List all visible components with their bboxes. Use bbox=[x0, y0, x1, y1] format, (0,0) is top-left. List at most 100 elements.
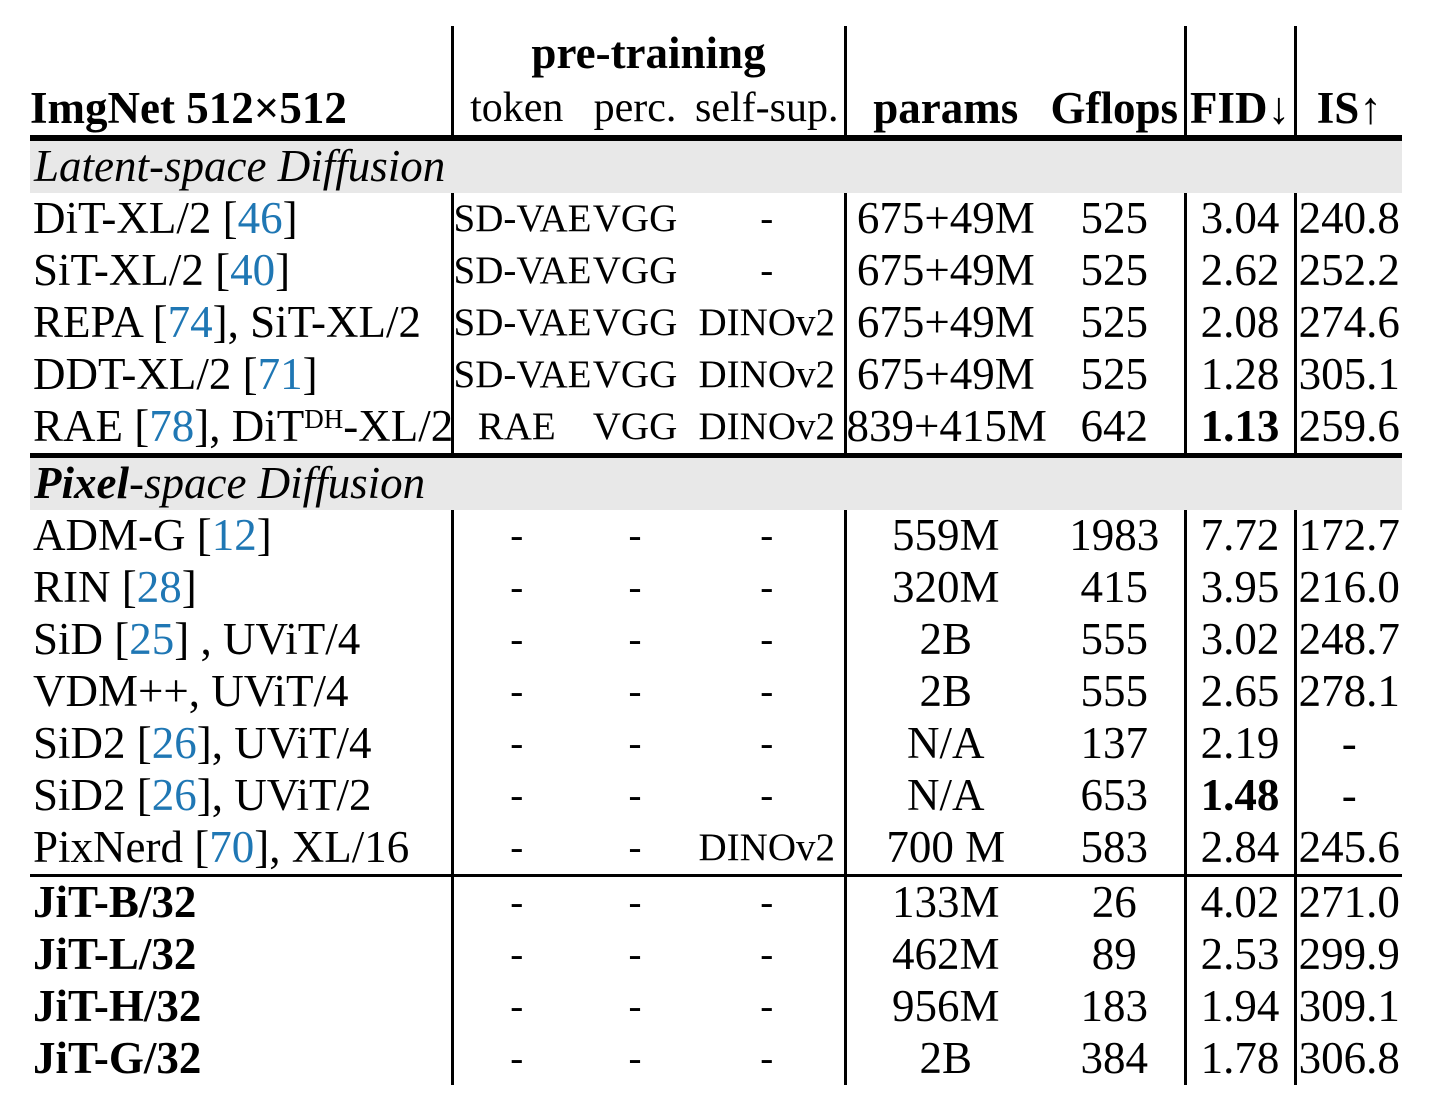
token-cell: RAE bbox=[450, 401, 580, 456]
token-cell: - bbox=[450, 510, 580, 562]
model-row: SiD [25] , UViT/4- - -2B 555 3.02 248.7 bbox=[30, 614, 1403, 666]
fid-cell: 7.72 bbox=[1183, 510, 1296, 562]
model-row: JiT-L/32 - - - 462M 89 2.53 299.9 bbox=[30, 929, 1403, 981]
selfsup-cell: - bbox=[760, 773, 774, 817]
is-cell: 172.7 bbox=[1293, 510, 1403, 562]
model-row: SiD2 [26], UViT/4- - - N/A 137 2.19- bbox=[30, 718, 1403, 770]
pretraining-group-header: pre-training bbox=[450, 26, 846, 82]
selfsup-cell: - bbox=[760, 248, 774, 292]
model-name-cell: SiD2 [26], UViT/4 bbox=[30, 718, 452, 770]
params-cell: 133M bbox=[843, 875, 1046, 929]
citation-link[interactable]: 78 bbox=[149, 401, 195, 452]
fid-cell: 1.94 bbox=[1183, 981, 1296, 1033]
gflops-cell: 583 bbox=[1080, 822, 1149, 873]
header-columns-row: ImgNet 512×512 token perc. self-sup. par… bbox=[30, 82, 1403, 138]
perc-cell: - bbox=[628, 617, 642, 661]
params-cell: 462M bbox=[843, 929, 1046, 981]
model-name-text: ] bbox=[282, 193, 298, 244]
is-cell: 216.0 bbox=[1293, 562, 1403, 614]
is-cell: 274.6 bbox=[1293, 297, 1403, 349]
is-cell: 245.6 bbox=[1293, 822, 1403, 876]
table-header: pre-training ImgNet 512×512 token perc. … bbox=[30, 26, 1403, 138]
citation-link[interactable]: 70 bbox=[209, 822, 255, 873]
gflops-cell: 137 bbox=[1080, 718, 1149, 769]
model-name-cell: SiT-XL/2 [40] bbox=[30, 245, 452, 297]
is-cell: 278.1 bbox=[1293, 666, 1403, 718]
superscript-text: DH bbox=[304, 403, 344, 434]
fid-cell: 2.84 bbox=[1183, 822, 1296, 876]
model-row: SiD2 [26], UViT/2- - - N/A 653 1.48- bbox=[30, 770, 1403, 822]
model-name-cell: DiT-XL/2 [46] bbox=[30, 193, 452, 245]
gflops-cell: 525 bbox=[1080, 297, 1149, 348]
col-header-fid: FID↓ bbox=[1183, 82, 1296, 138]
model-name-text: ] bbox=[181, 562, 197, 613]
perc-cell: - bbox=[628, 984, 642, 1028]
col-header-is: IS↑ bbox=[1293, 82, 1403, 138]
params-cell: N/A bbox=[843, 718, 1046, 770]
col-header-selfsup: self-sup. bbox=[695, 85, 839, 132]
table-body: Latent -space Diffusion DiT-XL/2 [46] SD-VA… bbox=[30, 138, 1403, 1085]
citation-link[interactable]: 71 bbox=[257, 349, 303, 400]
section-label-part: Latent bbox=[34, 141, 150, 192]
model-row: DDT-XL/2 [71] SD-VAE VGG DINOv2 675+49M 525 1.… bbox=[30, 349, 1403, 401]
is-cell: 305.1 bbox=[1293, 349, 1403, 401]
citation-link[interactable]: 46 bbox=[237, 193, 283, 244]
params-cell: 675+49M bbox=[843, 349, 1046, 401]
params-cell: 675+49M bbox=[843, 193, 1046, 245]
token-cell: SD-VAE bbox=[450, 297, 591, 349]
fid-cell: 4.02 bbox=[1183, 875, 1296, 929]
selfsup-cell: - bbox=[760, 196, 774, 240]
model-row: JiT-G/32 - - - 2B 384 1.78 306.8 bbox=[30, 1033, 1403, 1085]
fid-cell: 2.19 bbox=[1183, 718, 1296, 770]
perc-cell: VGG bbox=[592, 300, 678, 344]
perc-cell: VGG bbox=[592, 404, 678, 448]
citation-link[interactable]: 26 bbox=[151, 718, 197, 769]
model-row: JiT-H/32 - - - 956M 183 1.94 309.1 bbox=[30, 981, 1403, 1033]
model-name-cell: PixNerd [70], XL/16 bbox=[30, 822, 452, 876]
fid-cell: 2.08 bbox=[1183, 297, 1296, 349]
gflops-cell: 525 bbox=[1080, 349, 1149, 400]
model-name-cell: REPA [74], SiT-XL/2 bbox=[30, 297, 452, 349]
section-label-part: -space Diffusion bbox=[128, 458, 426, 509]
model-name-cell: JiT-G/32 bbox=[30, 1033, 452, 1085]
fid-cell: 2.62 bbox=[1183, 245, 1296, 297]
citation-link[interactable]: 25 bbox=[129, 614, 175, 665]
gflops-cell: 555 bbox=[1080, 666, 1149, 717]
is-cell: 248.7 bbox=[1293, 614, 1403, 666]
citation-link[interactable]: 28 bbox=[136, 562, 182, 613]
gflops-cell: 642 bbox=[1080, 401, 1149, 452]
fid-cell: 1.48 bbox=[1183, 770, 1296, 822]
perc-cell: - bbox=[628, 825, 642, 869]
fid-cell: 3.95 bbox=[1183, 562, 1296, 614]
citation-link[interactable]: 12 bbox=[211, 510, 257, 561]
model-name-text: JiT-L/32 bbox=[33, 929, 197, 980]
params-cell: 2B bbox=[843, 1033, 1046, 1085]
perc-cell: VGG bbox=[592, 196, 678, 240]
citation-link[interactable]: 40 bbox=[230, 245, 276, 296]
selfsup-cell: - bbox=[760, 513, 774, 557]
model-name-cell: JiT-L/32 bbox=[30, 929, 452, 981]
section-header-row: Pixel-space Diffusion bbox=[30, 455, 1403, 510]
model-name-cell: SiD2 [26], UViT/2 bbox=[30, 770, 452, 822]
token-cell: - bbox=[450, 822, 580, 876]
model-name-text: -XL/2 bbox=[343, 401, 454, 452]
model-name-text: DDT-XL/2 [ bbox=[33, 349, 258, 400]
perc-cell: - bbox=[628, 513, 642, 557]
paper-table-figure: pre-training ImgNet 512×512 token perc. … bbox=[30, 26, 1403, 1085]
token-cell: - bbox=[450, 1033, 580, 1085]
citation-link[interactable]: 26 bbox=[151, 770, 197, 821]
metrics-group-spacer bbox=[843, 26, 1186, 82]
model-name-cell: DDT-XL/2 [71] bbox=[30, 349, 452, 401]
selfsup-cell: DINOv2 bbox=[698, 404, 835, 448]
citation-link[interactable]: 74 bbox=[167, 297, 213, 348]
fid-cell: 2.65 bbox=[1183, 666, 1296, 718]
model-row: RAE [78], DiTDH-XL/2 RAE VGG DINOv2 839+415M… bbox=[30, 401, 1403, 456]
is-cell: 309.1 bbox=[1293, 981, 1403, 1033]
selfsup-cell: - bbox=[760, 669, 774, 713]
params-cell: 2B bbox=[843, 666, 1046, 718]
model-name-text: SiT-XL/2 [ bbox=[33, 245, 231, 296]
gflops-cell: 384 bbox=[1080, 1033, 1149, 1084]
model-name-text: ], UViT/4 bbox=[196, 718, 372, 769]
model-name-cell: ADM-G [12] bbox=[30, 510, 452, 562]
params-cell: 675+49M bbox=[843, 297, 1046, 349]
